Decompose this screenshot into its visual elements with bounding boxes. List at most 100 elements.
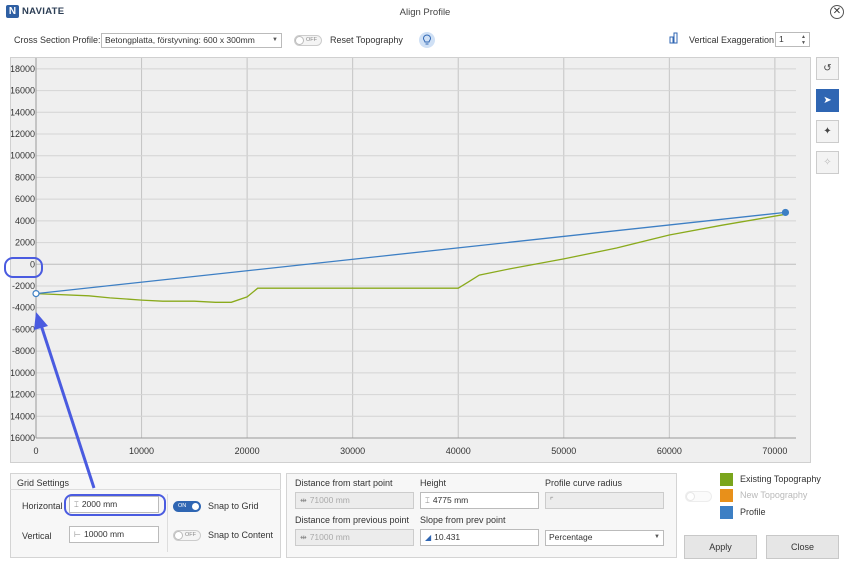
- grid-settings-title: Grid Settings: [17, 478, 70, 488]
- vertical-grid-value: 10000 mm: [83, 529, 125, 539]
- remove-point-button[interactable]: ✧: [816, 151, 839, 174]
- radius-label: Profile curve radius: [545, 478, 623, 488]
- x-tick-label: 40000: [446, 446, 471, 456]
- y-tick-label: 2000: [15, 238, 35, 248]
- vertical-label: Vertical: [22, 531, 52, 541]
- cross-section-label: Cross Section Profile:: [14, 35, 101, 45]
- slope-label: Slope from prev point: [420, 515, 506, 525]
- dist-prev-label: Distance from previous point: [295, 515, 410, 525]
- toggle-knob: [174, 531, 183, 540]
- x-tick-label: 60000: [657, 446, 682, 456]
- distance-icon: ⇹: [300, 496, 307, 505]
- profile-control-point[interactable]: [781, 208, 790, 217]
- stepper-arrows-icon: ▲ ▼: [801, 34, 806, 46]
- x-tick-label: 50000: [551, 446, 576, 456]
- y-tick-label: 0: [30, 259, 35, 269]
- snap-to-grid-label: Snap to Grid: [208, 501, 259, 511]
- y-tick-label: 4000: [15, 216, 35, 226]
- y-tick-label: 18000: [11, 64, 35, 74]
- vertical-spacing-icon: ⊢: [74, 530, 81, 539]
- legend-profile-label: Profile: [740, 507, 766, 517]
- reset-view-icon: ↺: [823, 63, 832, 74]
- legend-swatch-existing: [720, 473, 733, 486]
- slope-input[interactable]: ◢ 10.431: [420, 529, 539, 546]
- height-label: Height: [420, 478, 447, 488]
- vertical-exaggeration-input[interactable]: 1 ▲ ▼: [775, 32, 810, 47]
- y-tick-label: -2000: [12, 281, 35, 291]
- x-tick-label: 10000: [129, 446, 154, 456]
- close-button[interactable]: Close: [766, 535, 839, 559]
- reset-view-button[interactable]: ↺: [816, 57, 839, 80]
- x-tick-label: 20000: [235, 446, 260, 456]
- y-tick-label: 14000: [11, 107, 35, 117]
- vertical-exaggeration-icon: [669, 32, 679, 46]
- toggle-knob: [191, 502, 200, 511]
- legend-swatch-new: [720, 489, 733, 502]
- y-tick-label: -12000: [11, 390, 35, 400]
- cross-section-value: Betongplatta, förstyvning: 600 x 300mm: [105, 35, 255, 45]
- snap-to-content-toggle[interactable]: OFF: [173, 530, 201, 541]
- add-point-button[interactable]: ✦: [816, 120, 839, 143]
- slope-unit-value: Percentage: [549, 532, 593, 542]
- vertical-exaggeration-label: Vertical Exaggeration: [689, 35, 775, 45]
- hint-bulb-icon[interactable]: [419, 32, 435, 48]
- y-tick-label: 12000: [11, 129, 35, 139]
- remove-point-icon: ✧: [823, 157, 832, 168]
- chevron-down-icon: ▼: [272, 37, 278, 43]
- profile-control-point[interactable]: [32, 290, 40, 298]
- existing-topography-line: [35, 213, 786, 303]
- slope-value: 10.431: [434, 532, 461, 542]
- close-window-icon[interactable]: ✕: [830, 5, 844, 19]
- toggle-knob: [686, 492, 695, 501]
- app-logo: N NAVIATE: [6, 5, 64, 18]
- horizontal-spacing-icon: ⌶: [74, 500, 79, 509]
- y-tick-label: 16000: [11, 86, 35, 96]
- divider: [167, 494, 168, 552]
- height-value: 4775 mm: [432, 495, 469, 505]
- horizontal-callout-highlight: [64, 494, 166, 516]
- height-input[interactable]: ⌶ 4775 mm: [420, 492, 539, 509]
- cross-section-select[interactable]: Betongplatta, förstyvning: 600 x 300mm ▼: [101, 33, 282, 48]
- radius-icon: ⌜: [550, 496, 554, 505]
- height-icon: ⌶: [425, 496, 430, 505]
- new-topography-toggle[interactable]: [685, 491, 712, 502]
- y-tick-label: -14000: [11, 411, 35, 421]
- vertical-grid-input[interactable]: ⊢ 10000 mm: [69, 526, 159, 543]
- toggle-knob: [295, 36, 304, 45]
- snap-to-grid-toggle[interactable]: ON: [173, 501, 201, 512]
- y-tick-label: 8000: [15, 172, 35, 182]
- radius-input[interactable]: ⌜: [545, 492, 664, 509]
- legend-existing-label: Existing Topography: [740, 474, 821, 484]
- vertical-exaggeration-value: 1: [779, 34, 784, 44]
- dist-start-value: 71000 mm: [309, 495, 350, 505]
- slope-icon: ◢: [425, 533, 432, 542]
- y-tick-label: -6000: [12, 324, 35, 334]
- legend-swatch-profile: [720, 506, 733, 519]
- apply-button[interactable]: Apply: [684, 535, 757, 559]
- dist-prev-input[interactable]: ⇹ 71000 mm: [295, 529, 414, 546]
- toggle-state: ON: [178, 503, 187, 509]
- select-arrow-icon: ➤: [823, 95, 832, 106]
- profile-chart[interactable]: 0 10000 20000 30000 40000 50000 60000 70000 1800…: [7, 57, 811, 463]
- snap-to-content-label: Snap to Content: [208, 530, 274, 540]
- profile-line: [35, 211, 786, 295]
- x-tick-label: 30000: [340, 446, 365, 456]
- distance-icon: ⇹: [300, 533, 307, 542]
- dist-start-input[interactable]: ⇹ 71000 mm: [295, 492, 414, 509]
- horizontal-grid-input[interactable]: ⌶ 2000 mm: [69, 496, 159, 513]
- annotation-arrow-line: [39, 324, 96, 489]
- select-tool-button[interactable]: ➤: [816, 89, 839, 112]
- y-tick-label: 10000: [11, 151, 35, 161]
- profile-chart-svg[interactable]: 0 10000 20000 30000 40000 50000 60000 70000 1800…: [7, 58, 810, 462]
- y-tick-label: -16000: [11, 433, 35, 443]
- toggle-state: OFF: [185, 532, 196, 538]
- y-tick-label: 6000: [15, 194, 35, 204]
- slope-unit-select[interactable]: Percentage ▼: [545, 530, 664, 546]
- zero-callout-highlight: [4, 257, 43, 278]
- x-tick-label: 70000: [762, 446, 787, 456]
- naviate-logo-icon: N: [6, 5, 19, 18]
- title-bar: [0, 0, 850, 26]
- reset-topography-toggle[interactable]: OFF: [294, 35, 322, 46]
- dist-prev-value: 71000 mm: [309, 532, 350, 542]
